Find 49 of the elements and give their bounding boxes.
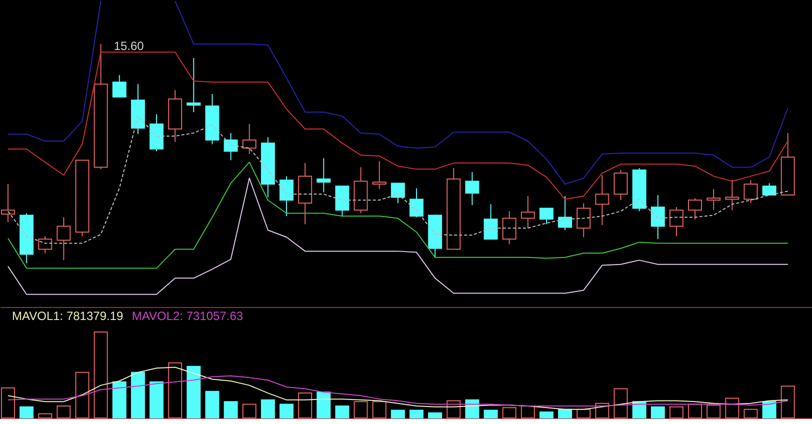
- candlestick: [56, 216, 71, 261]
- candlestick: [520, 196, 535, 229]
- bar: [409, 410, 424, 418]
- bar: [539, 411, 554, 418]
- candlestick: [38, 236, 52, 254]
- bar: [762, 401, 776, 418]
- candlestick: [280, 176, 294, 217]
- bar: [558, 408, 572, 418]
- text: MAVOL1: 781379.19: [12, 309, 124, 323]
- candlestick: [409, 188, 424, 218]
- bar: [224, 401, 238, 418]
- bar: [428, 412, 442, 418]
- bar: [205, 390, 220, 418]
- bar: [280, 404, 294, 418]
- candlestick: [576, 202, 591, 238]
- candlestick: [242, 124, 256, 155]
- candlestick: [614, 170, 628, 201]
- bar: [650, 406, 665, 418]
- candlestick: [186, 58, 201, 113]
- candlestick: [224, 132, 238, 161]
- candlestick: [669, 206, 684, 237]
- candlestick: [688, 198, 702, 220]
- candlestick: [502, 210, 516, 245]
- annotation: 15.60: [114, 38, 144, 53]
- candlestick: [372, 160, 386, 190]
- bar: [316, 392, 331, 418]
- candlestick: [725, 180, 740, 211]
- candlestick: [539, 208, 554, 225]
- candlestick: [316, 158, 331, 193]
- candlestick: [112, 74, 126, 98]
- bar: [390, 410, 405, 418]
- candlestick: [650, 194, 665, 240]
- text: MAVOL2: 731057.63: [132, 309, 244, 323]
- candlestick: [595, 174, 610, 226]
- candlestick: [465, 172, 480, 206]
- candlestick: [744, 180, 758, 204]
- bar: [150, 381, 164, 418]
- candlestick: [390, 182, 405, 204]
- bar: [260, 399, 275, 418]
- bar: [112, 381, 126, 418]
- bar: [20, 406, 34, 418]
- bar: [484, 410, 498, 418]
- bar: [130, 372, 145, 418]
- candlestick: [484, 204, 498, 240]
- candlestick: [762, 182, 776, 196]
- candlestick: [706, 188, 721, 211]
- bar: [186, 366, 201, 418]
- candlestick: [558, 196, 572, 231]
- bar: [335, 405, 350, 418]
